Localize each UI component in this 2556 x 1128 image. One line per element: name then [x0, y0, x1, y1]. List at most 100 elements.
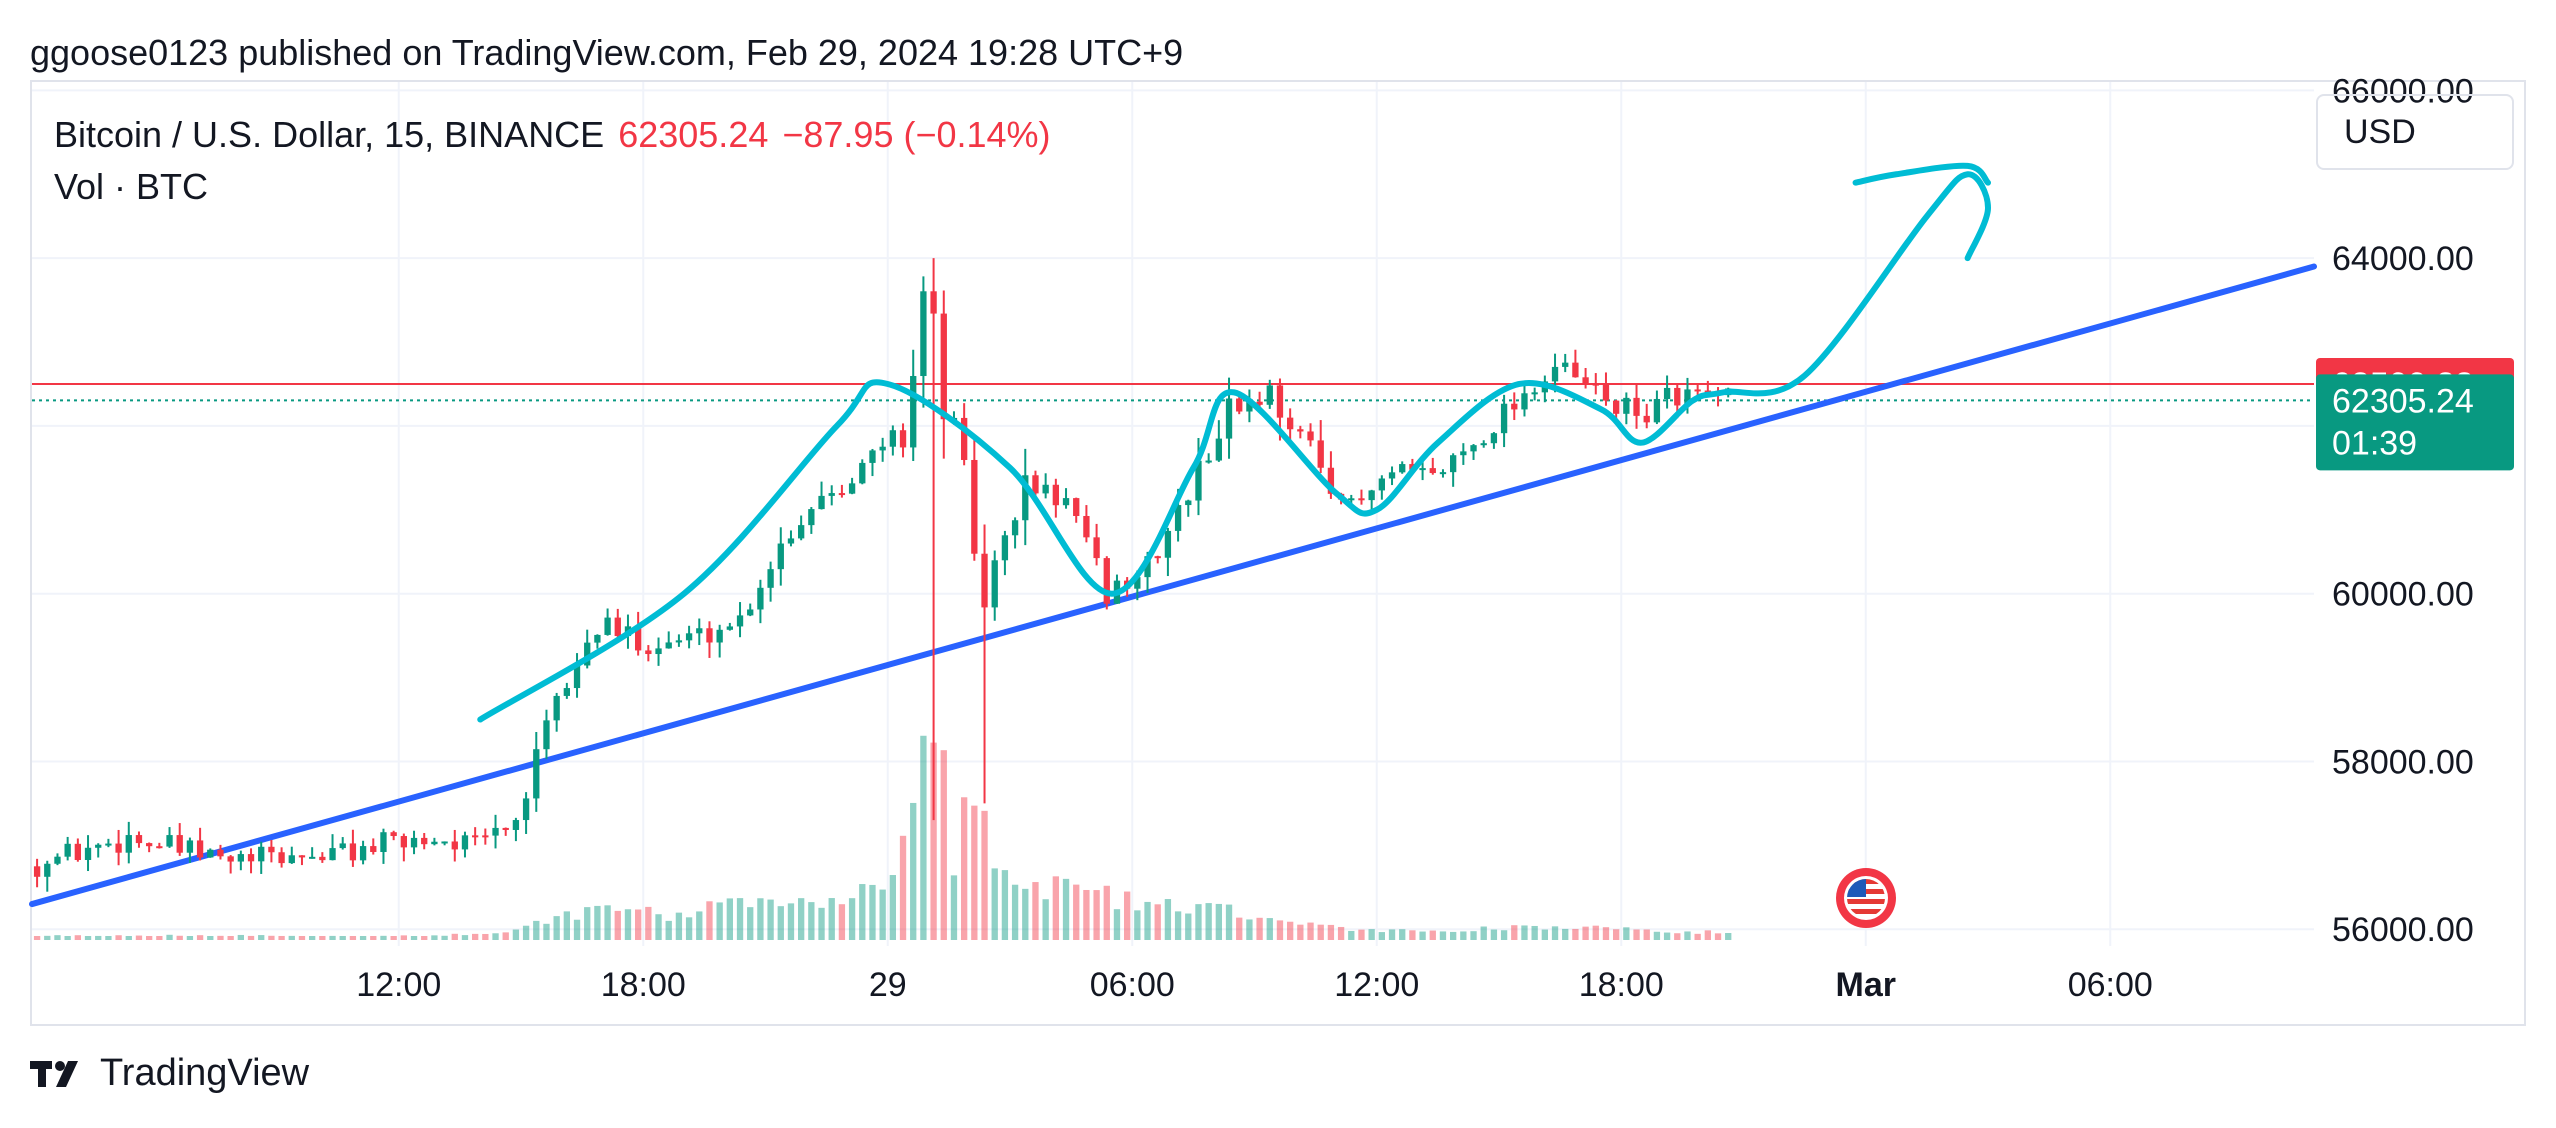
volume-bar — [1103, 885, 1110, 940]
candle-body — [645, 650, 652, 655]
candle-body — [899, 430, 907, 448]
volume-bar — [655, 914, 662, 940]
candle-body — [207, 849, 214, 858]
volume-bar — [553, 916, 560, 940]
candle-body — [156, 846, 163, 849]
candle-body — [1419, 468, 1426, 471]
candle-body — [135, 835, 143, 844]
volume-bar — [512, 929, 520, 940]
candle-body — [492, 827, 499, 836]
candle-body — [1052, 484, 1060, 506]
candle-body — [910, 376, 917, 448]
volume-legend[interactable]: Vol · BTC — [54, 166, 209, 207]
candlestick-series — [33, 258, 1732, 892]
candle-body — [1185, 500, 1192, 506]
candle-body — [1429, 468, 1436, 474]
horizontal-lines — [32, 382, 2314, 402]
us-flag-icon[interactable] — [1836, 868, 1896, 928]
volume-bar — [899, 835, 907, 940]
candle-body — [797, 525, 805, 539]
candle-body — [1592, 383, 1599, 386]
price-tag-green-label: 62305.24 — [2332, 382, 2474, 420]
candle-body — [787, 538, 795, 544]
currency-button[interactable]: USD — [2316, 94, 2514, 170]
volume-bar — [1684, 931, 1691, 940]
x-tick-label: Mar — [1836, 966, 1896, 1004]
candle-body — [1582, 377, 1589, 384]
volume-bar — [1490, 929, 1498, 940]
candle-body — [533, 749, 540, 799]
candle-body — [1022, 475, 1029, 521]
volume-bar — [726, 898, 734, 940]
candle-body — [1307, 431, 1314, 441]
last-price: 62305.24 — [618, 114, 769, 155]
volume-bar — [828, 898, 835, 940]
volume-bar — [1032, 882, 1039, 940]
volume-bar — [380, 935, 387, 940]
volume-bar — [1297, 924, 1304, 940]
volume-bar — [787, 903, 795, 940]
volume-bar — [533, 920, 540, 940]
volume-bar — [319, 936, 326, 940]
candle-body — [421, 837, 428, 845]
candle-body — [584, 642, 591, 666]
volume-bar — [1246, 919, 1253, 940]
volume-bar — [1725, 933, 1732, 940]
volume-bar — [502, 932, 509, 940]
volume-bar — [145, 936, 153, 940]
candle-body — [237, 854, 245, 862]
candle-body — [1246, 401, 1253, 412]
candle-body — [380, 832, 387, 853]
candle-body — [1623, 397, 1630, 414]
drawing-layer — [477, 162, 1991, 723]
candle-body — [1327, 467, 1335, 494]
footer: TradingView — [30, 1052, 309, 1095]
volume-bar — [1266, 918, 1273, 940]
volume-bar — [431, 935, 438, 940]
symbol-legend[interactable]: Bitcoin / U.S. Dollar, 15, BINANCE 62305.… — [54, 114, 1051, 156]
x-tick-label: 12:00 — [1334, 966, 1419, 1004]
volume-bar — [166, 934, 173, 940]
candle-body — [1470, 445, 1477, 452]
volume-bar — [308, 936, 316, 940]
volume-bar — [665, 920, 672, 940]
candle-body — [329, 848, 336, 861]
candle-body — [848, 483, 856, 494]
volume-bar — [441, 935, 448, 940]
volume-bar — [186, 936, 194, 940]
candle-body — [1236, 398, 1243, 412]
candle-body — [1551, 366, 1559, 382]
volume-bar — [1286, 921, 1294, 940]
volume-bar — [1551, 926, 1559, 940]
x-tick-label: 12:00 — [356, 966, 441, 1004]
candle-body — [1612, 400, 1620, 414]
volume-bar — [1011, 884, 1019, 940]
volume-bar — [1215, 903, 1223, 940]
candle-body — [308, 856, 316, 859]
candle-body — [1674, 387, 1681, 406]
volume-bar — [696, 911, 703, 940]
volume-bar — [940, 750, 947, 940]
volume-bar — [64, 936, 71, 940]
publisher-line: ggoose0123 published on TradingView.com,… — [30, 32, 1184, 73]
volume-bar — [1643, 929, 1650, 940]
volume-bar — [1144, 901, 1151, 940]
candle-body — [1348, 498, 1355, 501]
volume-bar — [1531, 925, 1538, 940]
candle-body — [1490, 433, 1498, 444]
candle-body — [176, 835, 183, 853]
volume-bar — [1460, 931, 1467, 940]
candle-body — [869, 450, 876, 463]
candle-body — [1317, 440, 1324, 468]
volume-bar — [1714, 933, 1722, 940]
candle-body — [655, 648, 662, 655]
candle-body — [400, 836, 408, 848]
volume-bar — [685, 917, 693, 940]
volume-bar — [1256, 917, 1263, 940]
candle-body — [1653, 398, 1661, 423]
volume-bar — [1694, 933, 1701, 940]
candle-body — [563, 688, 571, 696]
candle-body — [1663, 387, 1671, 399]
